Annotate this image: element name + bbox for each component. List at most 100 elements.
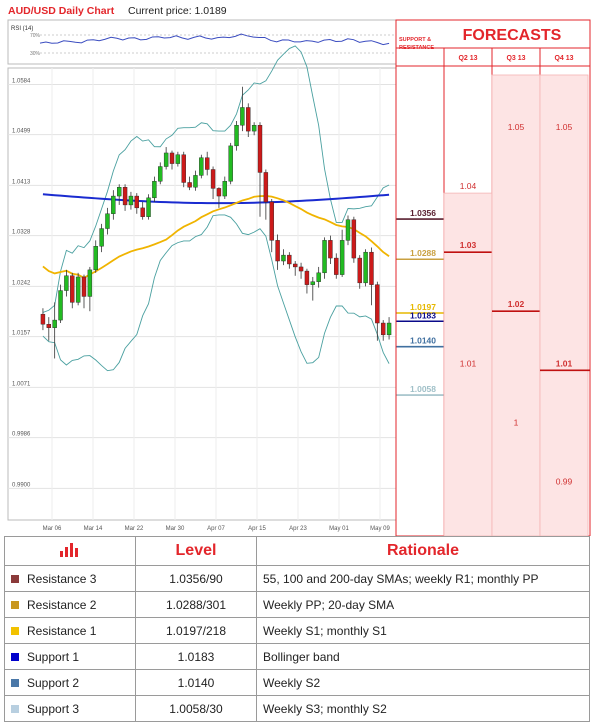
candle-body [246, 107, 251, 132]
sma-200-line [42, 193, 390, 205]
candle-body [334, 257, 339, 275]
forecast-value: 1 [514, 417, 519, 427]
candle-body [58, 290, 63, 321]
forecast-value: 1.02 [508, 299, 525, 309]
rsi-line [39, 33, 390, 46]
candle-body [275, 240, 280, 262]
table-icon-cell [4, 536, 136, 566]
forecast-range [443, 192, 493, 536]
candle-body [46, 324, 51, 328]
candle-body [70, 275, 75, 303]
forecast-range [539, 74, 589, 536]
x-tick-label: Mar 06 [43, 526, 62, 532]
level-name: Resistance 2 [27, 597, 97, 612]
candle-body [163, 152, 169, 167]
forecasts-title: FORECASTS [463, 27, 562, 44]
level-value: 1.0058/30 [135, 695, 257, 722]
level-label: 1.0058 [410, 384, 436, 394]
candle-body [216, 188, 222, 197]
current-price: Current price: 1.0189 [128, 5, 227, 17]
level-name-cell: Resistance 2 [4, 591, 136, 618]
candle-body [81, 276, 87, 297]
candle-body [351, 219, 357, 259]
candle-body [146, 197, 151, 217]
table-header-rationale: Rationale [256, 536, 590, 566]
candle-body [386, 322, 392, 336]
y-tick-label: 1.0071 [12, 381, 31, 387]
x-tick-label: May 09 [370, 526, 390, 532]
level-label: 1.0183 [410, 310, 436, 320]
forecast-value: 1.03 [460, 240, 477, 250]
table-row: Support 1 1.0183 Bollinger band [4, 643, 590, 670]
forecast-col-q2: Q2 13 [458, 55, 477, 62]
y-tick-label: 1.0413 [12, 179, 31, 185]
level-swatch [11, 601, 19, 610]
y-tick-label: 1.0242 [12, 280, 31, 286]
candle-body [369, 251, 374, 285]
candle-body [99, 228, 104, 247]
level-label: 1.0288 [410, 248, 436, 258]
y-tick-label: 1.0584 [12, 78, 31, 84]
bar-chart-icon [60, 542, 78, 557]
candle-body [287, 254, 292, 265]
level-name-cell: Support 3 [4, 695, 136, 722]
candle-body [310, 281, 315, 285]
candle-body [251, 124, 257, 132]
candle-body [293, 263, 298, 268]
candle-body [158, 166, 163, 182]
candle-body [263, 172, 269, 203]
x-tick-label: May 01 [329, 526, 349, 532]
level-swatch [11, 575, 19, 584]
candle-body [375, 284, 380, 324]
level-value: 1.0356/90 [135, 565, 257, 592]
level-name: Resistance 3 [27, 571, 97, 586]
table-row: Resistance 2 1.0288/301 Weekly PP; 20-day … [4, 591, 590, 618]
candle-body [116, 187, 122, 197]
rsi-level-30: 30% [30, 51, 41, 57]
candle-body [75, 276, 81, 303]
level-name: Resistance 1 [27, 623, 97, 638]
bollinger-upper [42, 45, 390, 313]
level-rationale: Weekly PP; 20-day SMA [256, 591, 590, 618]
candle-body [269, 201, 274, 241]
table-row: Resistance 1 1.0197/218 Weekly S1; monthly… [4, 617, 590, 644]
sma-55-line [42, 195, 390, 279]
level-name: Support 1 [27, 649, 80, 664]
candle-body [234, 124, 239, 147]
candle-body [363, 251, 368, 284]
level-swatch [11, 627, 19, 636]
level-swatch [11, 705, 19, 714]
x-tick-label: Mar 22 [125, 526, 144, 532]
candle-body [304, 270, 310, 285]
candle-body [240, 107, 245, 126]
candle-body [134, 195, 140, 209]
level-label: 1.0197 [410, 302, 436, 312]
table-row: Support 2 1.0140 Weekly S2 [4, 669, 590, 696]
y-tick-label: 1.0157 [12, 331, 31, 337]
y-tick-label: 1.0499 [12, 129, 31, 135]
candle-body [152, 181, 157, 199]
candle-body [210, 169, 216, 189]
forecast-col-q3: Q3 13 [506, 55, 525, 62]
level-swatch [11, 679, 19, 688]
candle-body [322, 240, 327, 274]
table-row: Resistance 3 1.0356/90 55, 100 and 200-day… [4, 565, 590, 592]
table-row: Support 3 1.0058/30 Weekly S3; monthly S2 [4, 695, 590, 722]
level-rationale: Weekly S1; monthly S1 [256, 617, 590, 644]
level-rationale: Weekly S3; monthly S2 [256, 695, 590, 722]
candle-body [316, 272, 321, 282]
level-value: 1.0288/301 [135, 591, 257, 618]
rsi-level-70: 70% [30, 33, 41, 39]
level-rationale: 55, 100 and 200-day SMAs; weekly R1; mon… [256, 565, 590, 592]
candle-body [193, 175, 198, 188]
level-label: 1.0356 [410, 208, 436, 218]
candle-body [52, 319, 57, 328]
level-rationale: Bollinger band [256, 643, 590, 670]
levels-table: Level Rationale Resistance 3 1.0356/90 55,… [4, 536, 590, 722]
level-label: 1.0140 [410, 336, 436, 346]
candle-body [199, 157, 204, 176]
candle-body [87, 269, 93, 297]
candle-body [128, 195, 134, 206]
chart-area: AUD/USD Daily Chart Current price: 1.018… [7, 5, 591, 536]
level-name-cell: Resistance 3 [4, 565, 136, 592]
